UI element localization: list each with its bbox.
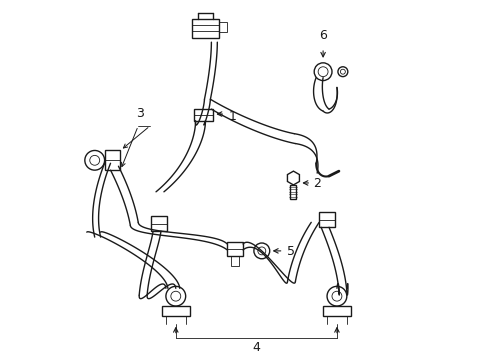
Bar [319,212,334,227]
Text: 5: 5 [286,246,294,258]
Text: 6: 6 [319,29,326,42]
Text: 1: 1 [228,109,236,122]
Bar [227,242,243,256]
Bar [191,18,219,38]
Bar [151,216,166,231]
Text: 4: 4 [252,341,260,354]
Bar [162,306,189,316]
Bar [104,150,120,170]
Bar [323,306,350,316]
Text: 3: 3 [136,107,144,120]
Bar [193,109,213,121]
Text: 2: 2 [313,177,321,190]
Bar [231,256,239,266]
Bar [219,22,227,32]
Bar [290,185,296,199]
